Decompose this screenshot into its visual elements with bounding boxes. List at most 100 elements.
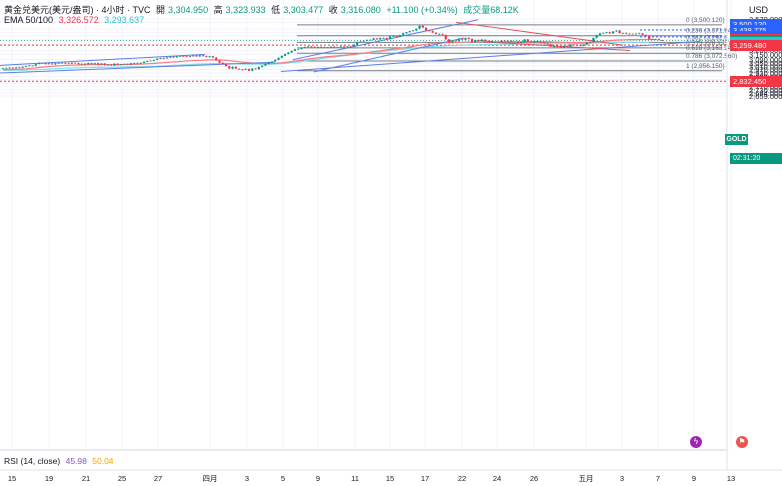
ema100-line — [2, 41, 650, 72]
candle-body — [231, 66, 234, 69]
candle-body — [326, 47, 329, 48]
currency-label[interactable]: USD — [748, 5, 768, 15]
candle-body — [201, 55, 205, 57]
candle-body — [57, 63, 60, 64]
candle-body — [257, 66, 260, 70]
x-tick-label: 四月 — [203, 474, 218, 483]
candle-body — [372, 38, 375, 40]
y-tick-label: 3,090.000 — [749, 55, 782, 64]
ema-legend[interactable]: EMA 50/100 3,326.572 3,293.637 — [4, 15, 147, 25]
candle-body — [454, 40, 457, 42]
event-flag-icon[interactable]: ⚑ — [736, 436, 748, 448]
candle-body — [533, 41, 536, 43]
candle-body — [431, 31, 434, 33]
candle-body — [539, 42, 543, 43]
trendline-lower-channel[interactable] — [0, 61, 276, 74]
candle-body — [464, 37, 467, 40]
candle-body — [546, 43, 549, 45]
y-tick-label: 3,150.000 — [749, 50, 782, 59]
candle-body — [126, 63, 129, 65]
y-tick-label: 2,970.000 — [749, 66, 782, 75]
candle-body — [500, 40, 503, 42]
candle-body — [438, 33, 441, 35]
candle-body — [611, 31, 615, 34]
candle-body — [11, 67, 14, 69]
candle-body — [346, 46, 349, 48]
x-tick-label: 15 — [386, 474, 394, 483]
y-tick-label: 2,770.000 — [749, 83, 782, 92]
candle-body — [398, 35, 401, 37]
candle-body — [270, 61, 274, 63]
trendline-down-wedge-lower[interactable] — [482, 41, 631, 51]
candle-body — [405, 32, 408, 34]
candle-body — [241, 69, 244, 71]
candle-body — [336, 47, 339, 48]
candle-body — [379, 38, 382, 40]
x-tick-label: 13 — [727, 474, 735, 483]
candle-body — [654, 39, 657, 40]
y-tick-label: 3,200.000 — [749, 46, 782, 55]
trendline-main-support[interactable] — [280, 40, 701, 72]
candle-body — [185, 56, 188, 58]
candle-body — [70, 62, 73, 64]
candle-body — [300, 48, 303, 49]
rsi-ma-value: 50.04 — [92, 456, 114, 466]
symbol-header: 黄金兑美元(美元/盎司) · 4小时 · TVC 開 3,304.950 高 3,3… — [4, 3, 522, 16]
candle-body — [415, 28, 418, 31]
candle-body — [552, 46, 556, 48]
candle-body — [162, 57, 165, 59]
trendline-rally-channel-upper[interactable] — [292, 19, 479, 61]
candle-body — [493, 41, 497, 43]
candle-body — [80, 63, 83, 65]
x-tick-label: 15 — [8, 474, 16, 483]
candle-body — [582, 44, 585, 46]
alert-bolt-icon[interactable]: ϟ — [690, 436, 702, 448]
x-axis[interactable]: 15 19 21 25 27 四月 3 5 9 11 15 17 22 24 26 五月 3 7 9 13 — [8, 474, 735, 483]
trendline-rally-channel-lower[interactable] — [313, 37, 465, 73]
candle-body — [520, 42, 523, 44]
fib-level-label: 1 (2,956.150) — [686, 63, 725, 70]
candle-body — [37, 62, 41, 65]
candle-body — [451, 40, 454, 43]
candle-body — [280, 55, 283, 58]
trendlines[interactable] — [0, 19, 701, 74]
candle-body — [152, 60, 155, 61]
candle-body — [651, 39, 654, 40]
candle-body — [402, 33, 405, 36]
candle-body — [31, 65, 34, 67]
candle-body — [625, 32, 628, 34]
symbol-badge[interactable]: GOLD — [725, 134, 748, 145]
candle-body — [290, 50, 293, 53]
candle-body — [388, 36, 392, 39]
candle-body — [408, 31, 411, 33]
x-tick-label: 11 — [351, 474, 359, 483]
candle-body — [425, 27, 428, 31]
x-tick-label: 7 — [656, 474, 660, 483]
trendline-down-wedge-upper[interactable] — [455, 21, 624, 46]
trendline-upper-channel[interactable] — [0, 53, 206, 66]
candle-body — [608, 32, 611, 34]
candle-body — [113, 63, 116, 66]
candle-body — [165, 57, 169, 59]
candle-body — [21, 66, 24, 68]
candle-body — [129, 63, 133, 65]
candle-body — [303, 47, 306, 49]
candle-body — [1, 68, 5, 69]
candle-body — [441, 33, 444, 35]
rsi-legend[interactable]: RSI (14, close) 45.98 50.04 — [4, 456, 117, 466]
candle-body — [67, 63, 70, 65]
symbol-title[interactable]: 黄金兑美元(美元/盎司) · 4小时 · TVC — [4, 5, 151, 15]
candle-body — [375, 38, 379, 40]
candle-body — [90, 63, 93, 65]
candle-body — [215, 57, 218, 61]
x-tick-label: 9 — [316, 474, 320, 483]
candle-body — [497, 41, 500, 43]
candle-body — [149, 60, 152, 62]
candle-body — [595, 35, 598, 38]
candle-body — [572, 44, 575, 46]
candle-body — [428, 30, 431, 32]
candle-body — [83, 63, 87, 65]
grid — [0, 0, 732, 450]
